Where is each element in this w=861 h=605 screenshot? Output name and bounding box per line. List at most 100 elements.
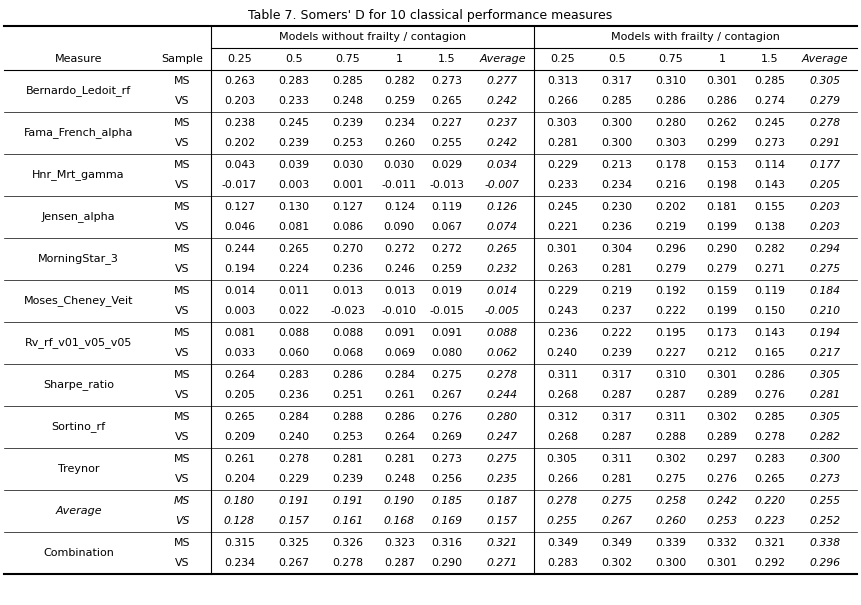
Text: 0.138: 0.138 (754, 223, 785, 232)
Text: Average: Average (802, 54, 849, 64)
Text: 0.279: 0.279 (707, 264, 738, 275)
Text: -0.013: -0.013 (429, 180, 464, 191)
Text: 0.275: 0.275 (431, 370, 462, 379)
Text: 0.283: 0.283 (278, 76, 309, 85)
Text: 0.280: 0.280 (655, 117, 686, 128)
Text: 0.301: 0.301 (707, 558, 738, 569)
Text: 0.321: 0.321 (754, 537, 785, 548)
Text: 0.283: 0.283 (754, 454, 785, 463)
Text: Fama_French_alpha: Fama_French_alpha (24, 128, 133, 139)
Text: 0.244: 0.244 (487, 390, 518, 401)
Text: -0.011: -0.011 (381, 180, 417, 191)
Text: 0.317: 0.317 (601, 76, 632, 85)
Text: 0.219: 0.219 (655, 223, 686, 232)
Text: 0.043: 0.043 (224, 160, 255, 169)
Text: 0.285: 0.285 (754, 76, 785, 85)
Text: 0.240: 0.240 (278, 433, 309, 442)
Text: 0.282: 0.282 (384, 76, 415, 85)
Text: 0.236: 0.236 (278, 390, 309, 401)
Text: 0.265: 0.265 (224, 411, 255, 422)
Text: 0.239: 0.239 (332, 474, 363, 485)
Text: Moses_Cheney_Veit: Moses_Cheney_Veit (24, 296, 133, 307)
Text: 0.265: 0.265 (278, 243, 309, 253)
Text: 0.275: 0.275 (810, 264, 841, 275)
Text: 0.221: 0.221 (547, 223, 578, 232)
Text: Sharpe_ratio: Sharpe_ratio (43, 379, 114, 390)
Text: 0.081: 0.081 (224, 327, 255, 338)
Text: 0.302: 0.302 (707, 411, 738, 422)
Text: MS: MS (174, 537, 190, 548)
Text: 0.261: 0.261 (384, 390, 415, 401)
Text: 0.237: 0.237 (487, 117, 518, 128)
Text: 0.281: 0.281 (601, 264, 632, 275)
Text: 0.276: 0.276 (431, 411, 462, 422)
Text: 0.234: 0.234 (384, 117, 415, 128)
Text: 0.011: 0.011 (278, 286, 309, 295)
Text: 0.253: 0.253 (707, 517, 738, 526)
Text: 1.5: 1.5 (437, 54, 455, 64)
Text: 0.279: 0.279 (810, 97, 841, 106)
Text: 0.143: 0.143 (754, 180, 785, 191)
Text: 0.234: 0.234 (601, 180, 632, 191)
Text: 0.296: 0.296 (810, 558, 841, 569)
Text: 0.278: 0.278 (754, 433, 785, 442)
Text: Table 7. Somers' D for 10 classical performance measures: Table 7. Somers' D for 10 classical perf… (248, 8, 613, 22)
Text: 0.245: 0.245 (278, 117, 309, 128)
Text: 0.264: 0.264 (224, 370, 255, 379)
Text: 0.126: 0.126 (487, 201, 518, 212)
Text: 0.305: 0.305 (810, 411, 841, 422)
Text: 0.274: 0.274 (754, 97, 785, 106)
Text: 0.275: 0.275 (655, 474, 686, 485)
Text: 0.255: 0.255 (810, 495, 841, 506)
Text: 0.244: 0.244 (224, 243, 255, 253)
Text: -0.017: -0.017 (222, 180, 257, 191)
Text: 0.143: 0.143 (754, 327, 785, 338)
Text: 0.119: 0.119 (754, 286, 785, 295)
Text: 0.173: 0.173 (707, 327, 738, 338)
Text: Average: Average (55, 506, 102, 516)
Text: Measure: Measure (55, 54, 102, 64)
Text: 0.090: 0.090 (384, 223, 415, 232)
Text: 0.310: 0.310 (655, 76, 686, 85)
Text: 0.014: 0.014 (224, 286, 255, 295)
Text: 0.287: 0.287 (601, 390, 632, 401)
Text: 0.046: 0.046 (224, 223, 255, 232)
Text: 0.240: 0.240 (547, 348, 578, 359)
Text: 0.305: 0.305 (810, 76, 841, 85)
Text: 0.275: 0.275 (487, 454, 518, 463)
Text: 0.286: 0.286 (384, 411, 415, 422)
Text: 0.039: 0.039 (278, 160, 309, 169)
Text: Models without frailty / contagion: Models without frailty / contagion (279, 32, 466, 42)
Text: 0.256: 0.256 (431, 474, 462, 485)
Text: 0.285: 0.285 (601, 97, 632, 106)
Text: 0.278: 0.278 (278, 454, 309, 463)
Text: 1: 1 (719, 54, 726, 64)
Text: 0.268: 0.268 (547, 433, 578, 442)
Text: 0.300: 0.300 (601, 139, 632, 148)
Text: 0.252: 0.252 (810, 517, 841, 526)
Text: 0.013: 0.013 (384, 286, 415, 295)
Text: 0.074: 0.074 (487, 223, 518, 232)
Text: 0.287: 0.287 (384, 558, 415, 569)
Text: 0.069: 0.069 (384, 348, 415, 359)
Text: VS: VS (175, 433, 189, 442)
Text: 0.260: 0.260 (384, 139, 415, 148)
Text: Average: Average (479, 54, 526, 64)
Text: 0.199: 0.199 (707, 307, 738, 316)
Text: Rv_rf_v01_v05_v05: Rv_rf_v01_v05_v05 (25, 338, 132, 348)
Text: 0.227: 0.227 (655, 348, 686, 359)
Text: 0.229: 0.229 (547, 286, 578, 295)
Text: 0.266: 0.266 (547, 474, 578, 485)
Text: 0.265: 0.265 (754, 474, 785, 485)
Text: 0.227: 0.227 (431, 117, 462, 128)
Text: 0.290: 0.290 (431, 558, 462, 569)
Text: 0.282: 0.282 (754, 243, 785, 253)
Text: 0.5: 0.5 (285, 54, 302, 64)
Text: MS: MS (174, 117, 190, 128)
Text: 0.316: 0.316 (431, 537, 462, 548)
Text: MS: MS (174, 76, 190, 85)
Text: 0.305: 0.305 (810, 370, 841, 379)
Text: 0.187: 0.187 (487, 495, 518, 506)
Text: VS: VS (175, 390, 189, 401)
Text: 0.253: 0.253 (332, 433, 363, 442)
